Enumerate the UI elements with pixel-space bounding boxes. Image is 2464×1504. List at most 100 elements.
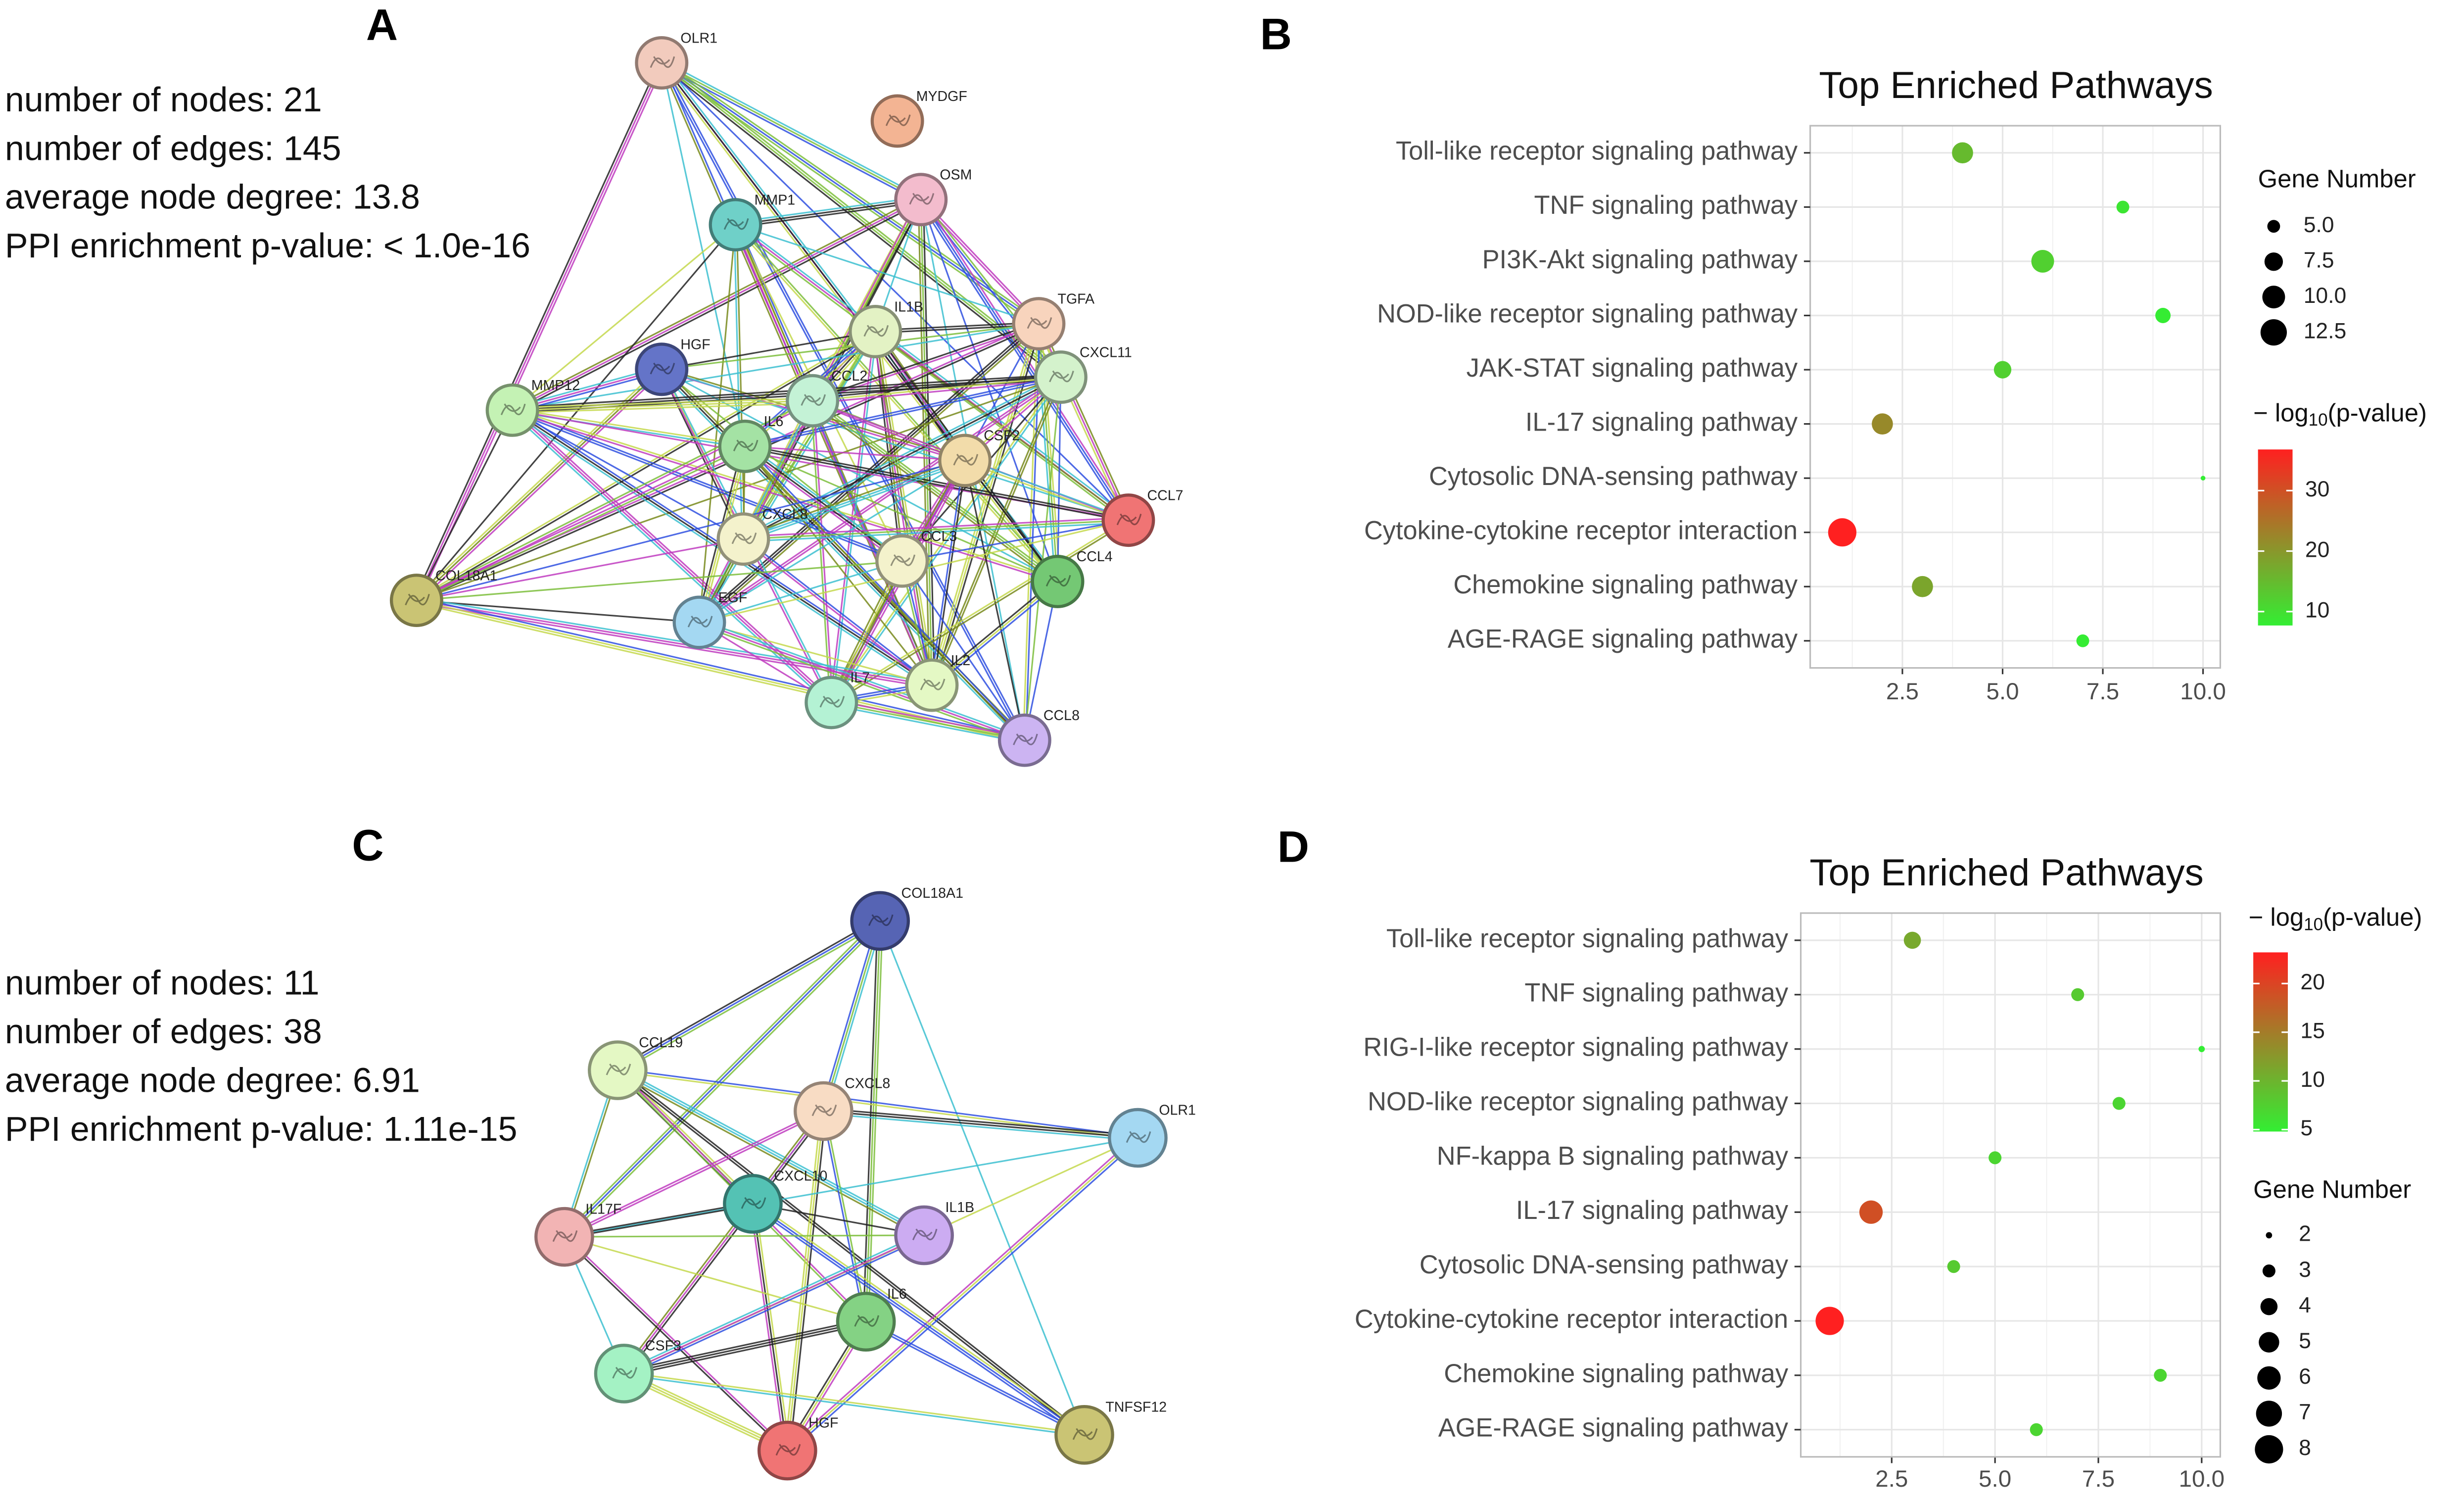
edge [416, 538, 744, 601]
edge [735, 196, 921, 223]
edge [812, 376, 1061, 402]
edge [743, 537, 933, 685]
edge [616, 1071, 923, 1238]
edge [700, 619, 1026, 739]
x-tick-label: 2.5 [1875, 1466, 1908, 1492]
edge [416, 599, 1025, 741]
node-label: IL6 [764, 414, 784, 430]
edge [700, 377, 1062, 624]
node-structure [909, 193, 935, 205]
chart-title: Top Enriched Pathways [1819, 64, 2213, 106]
node-structure [920, 678, 946, 690]
edge [901, 560, 1026, 741]
node-structure [405, 593, 430, 606]
node-label: COL18A1 [435, 568, 497, 583]
edge [565, 922, 883, 1239]
edge [624, 1323, 867, 1377]
colorbar-label: 5 [2300, 1116, 2313, 1140]
edge [1056, 377, 1062, 582]
node-label: COL18A1 [901, 885, 963, 901]
edge [416, 459, 965, 601]
edge [625, 1112, 826, 1376]
edge [564, 1137, 1138, 1238]
color-legend-title-part: − log [2249, 903, 2304, 931]
edge [737, 223, 816, 400]
panel-border [1809, 125, 2222, 669]
edge [744, 445, 903, 562]
edge [785, 1135, 1137, 1450]
node-structure [890, 554, 916, 566]
edge [1025, 324, 1041, 740]
color-legend-title-part: (p-value) [2323, 903, 2422, 931]
network-stat: number of nodes: 21 [5, 80, 322, 119]
x-tick-label: 10.0 [2179, 1466, 2225, 1492]
node-label: MMP12 [531, 378, 580, 393]
colorbar-label: 20 [2300, 970, 2324, 994]
edge [512, 408, 1058, 582]
color-legend-title-part: 10 [2309, 410, 2328, 430]
node-label: CSF2 [984, 428, 1020, 444]
edge [735, 198, 921, 226]
edge [811, 401, 965, 463]
size-legend-key [2262, 286, 2285, 309]
size-legend-key [2262, 1264, 2275, 1278]
size-legend-label: 5.0 [2304, 213, 2334, 237]
edge [416, 444, 745, 600]
edge [562, 919, 879, 1236]
edge [622, 1375, 787, 1454]
edge [661, 62, 1040, 325]
edge [510, 411, 830, 705]
node-structure [731, 532, 757, 544]
edge [616, 918, 879, 1069]
edge [812, 374, 1061, 399]
edge [661, 331, 876, 370]
edges [562, 918, 1140, 1454]
edge [512, 224, 736, 411]
dot [2198, 1046, 2205, 1053]
dot [1993, 361, 2012, 379]
edge [822, 921, 881, 1112]
x-tick-label: 7.5 [2086, 679, 2119, 705]
edge [875, 322, 1039, 332]
edge [513, 201, 923, 413]
y-tick-label: Cytosolic DNA-sensing pathway [1429, 462, 1798, 491]
edge [662, 323, 1039, 370]
dot [1828, 518, 1856, 547]
edge [901, 519, 1129, 562]
edge [824, 1111, 868, 1322]
dot [2112, 1097, 2126, 1110]
node-structure [868, 914, 894, 926]
size-legend-key [2255, 1435, 2283, 1464]
size-legend-label: 6 [2299, 1364, 2311, 1389]
network-stat: PPI enrichment p-value: < 1.0e-16 [5, 226, 530, 265]
edge [416, 602, 1025, 744]
size-legend-title: Gene Number [2258, 165, 2416, 193]
node-label: OLR1 [680, 30, 717, 46]
edge [922, 197, 1132, 520]
node-label: IL2 [951, 653, 971, 669]
edge [416, 224, 736, 601]
y-tick-label: NOD-like receptor signaling pathway [1377, 299, 1798, 328]
y-tick-label: TNF signaling pathway [1534, 191, 1798, 220]
y-tick-label: Cytokine-cytokine receptor interaction [1355, 1305, 1788, 1334]
size-legend-label: 8 [2299, 1436, 2311, 1460]
node-label: CCL19 [639, 1035, 683, 1051]
edge [1024, 377, 1062, 740]
x-tick-label: 2.5 [1886, 679, 1919, 705]
edge [417, 597, 1026, 739]
node-structure [1013, 733, 1038, 745]
node-structure [1045, 575, 1071, 587]
edge [866, 1319, 1086, 1435]
node-structure [819, 695, 845, 708]
edge [660, 63, 1024, 741]
edge [743, 446, 1025, 742]
edge [743, 459, 965, 540]
node-label: TGFA [1058, 291, 1095, 307]
y-tick-label: Chemokine signaling pathway [1453, 571, 1798, 599]
edge [789, 1111, 827, 1451]
edge [920, 199, 1129, 521]
node-label: CCL3 [921, 529, 957, 544]
node-structure [606, 1063, 631, 1075]
edge [618, 1067, 926, 1234]
node-label: CCL2 [831, 368, 867, 384]
